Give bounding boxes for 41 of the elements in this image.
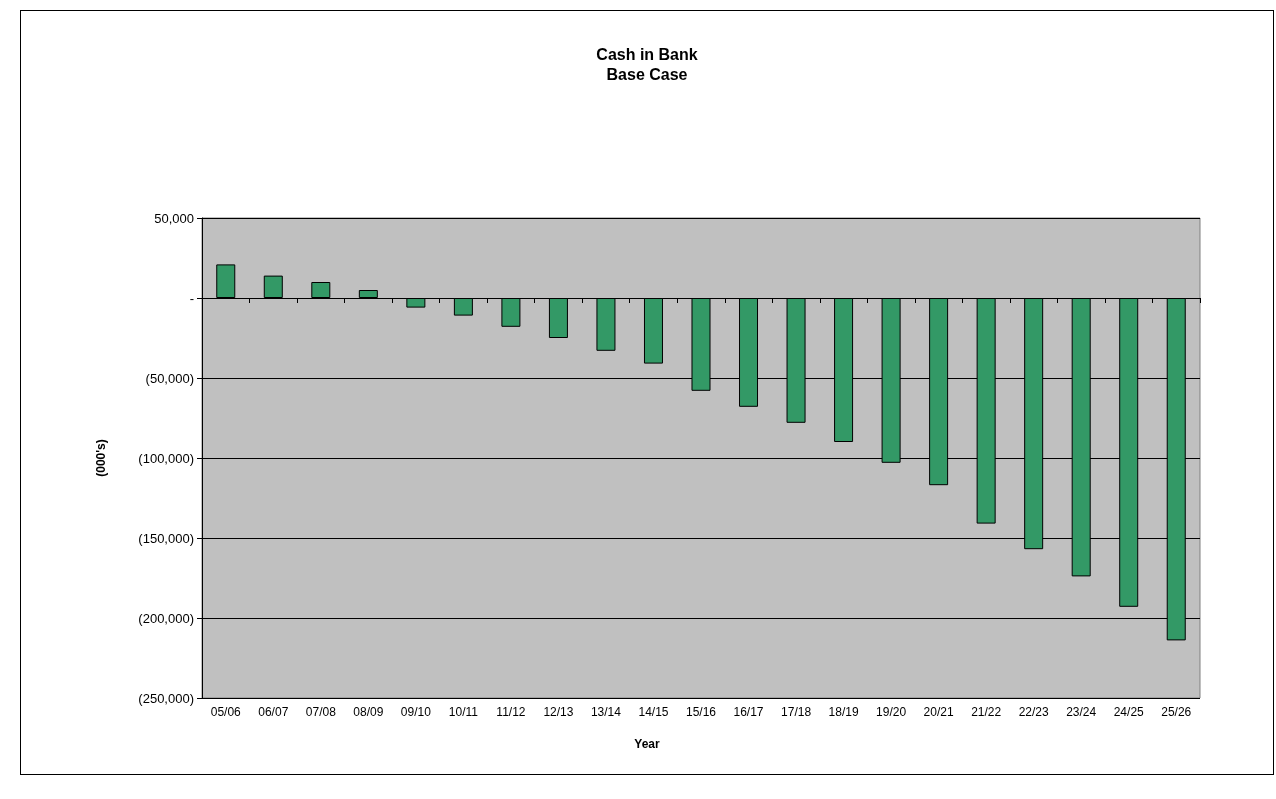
x-tick-label: 10/11	[448, 705, 479, 719]
x-tick-label: 18/19	[828, 705, 859, 719]
bar	[548, 298, 568, 338]
y-tick-label: (50,000)	[145, 370, 194, 386]
bar	[643, 298, 663, 364]
bar	[358, 290, 378, 298]
bar	[216, 264, 236, 298]
x-tick-label: 17/18	[781, 705, 812, 719]
bar	[453, 298, 473, 316]
bar	[596, 298, 616, 351]
y-tick-label: (150,000)	[138, 530, 194, 546]
x-tick-label: 11/12	[496, 705, 526, 719]
x-tick-label: 23/24	[1066, 705, 1097, 719]
chart-title: Cash in Bank Base Case	[596, 45, 698, 83]
x-tick-label: 09/10	[400, 705, 432, 719]
x-tick-label: 15/16	[685, 705, 717, 719]
y-tick-label: (100,000)	[138, 450, 194, 466]
x-tick-label: 13/14	[590, 705, 622, 719]
x-tick-label: 22/23	[1018, 705, 1050, 719]
x-tick-label: 21/22	[971, 705, 1002, 719]
x-tick-label: 07/08	[305, 705, 337, 719]
bar	[406, 298, 426, 308]
bar	[263, 275, 283, 298]
x-tick-label: 24/25	[1113, 705, 1145, 719]
x-tick-label: 16/17	[733, 705, 764, 719]
x-tick-label: 25/26	[1161, 705, 1192, 719]
x-tick-label: 06/07	[258, 705, 289, 719]
x-tick-label: 12/13	[543, 705, 574, 719]
x-tick-label: 08/09	[353, 705, 384, 719]
y-tick-label: (200,000)	[138, 610, 194, 626]
x-tick-label: 20/21	[923, 705, 954, 719]
x-tick-label: 14/15	[638, 705, 669, 719]
bar	[501, 298, 521, 327]
y-tick-label: 50,000	[154, 210, 194, 226]
y-axis-title: (000's)	[94, 439, 108, 477]
x-axis-title: Year	[634, 737, 661, 751]
bar	[311, 282, 331, 298]
y-tick-label: -	[189, 290, 194, 306]
x-tick-label: 05/06	[210, 705, 242, 719]
x-tick-label: 19/20	[876, 705, 907, 719]
y-tick-label: (250,000)	[138, 690, 194, 706]
